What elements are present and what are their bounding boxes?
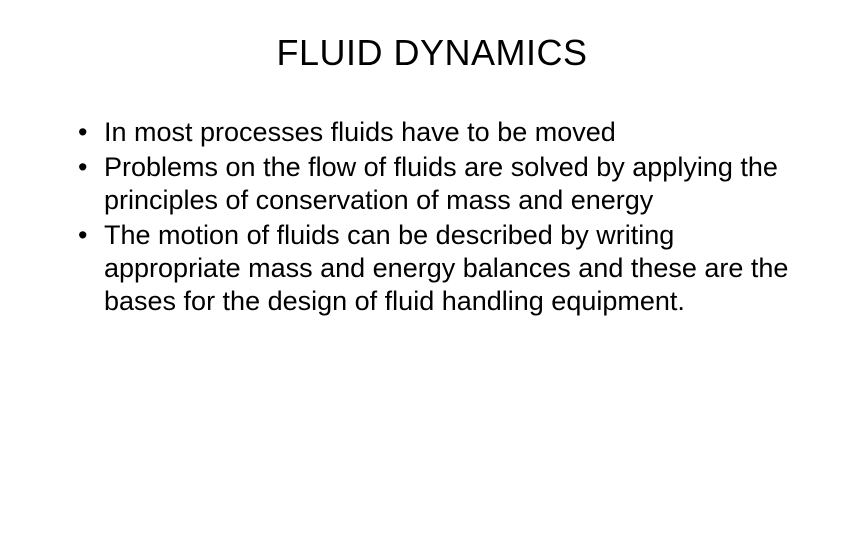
slide: FLUID DYNAMICS In most processes fluids … <box>0 0 864 540</box>
list-item: The motion of fluids can be described by… <box>78 219 804 318</box>
bullet-list: In most processes fluids have to be move… <box>60 116 804 318</box>
list-item: In most processes fluids have to be move… <box>78 116 804 149</box>
slide-title: FLUID DYNAMICS <box>60 32 804 74</box>
list-item: Problems on the flow of fluids are solve… <box>78 151 804 217</box>
